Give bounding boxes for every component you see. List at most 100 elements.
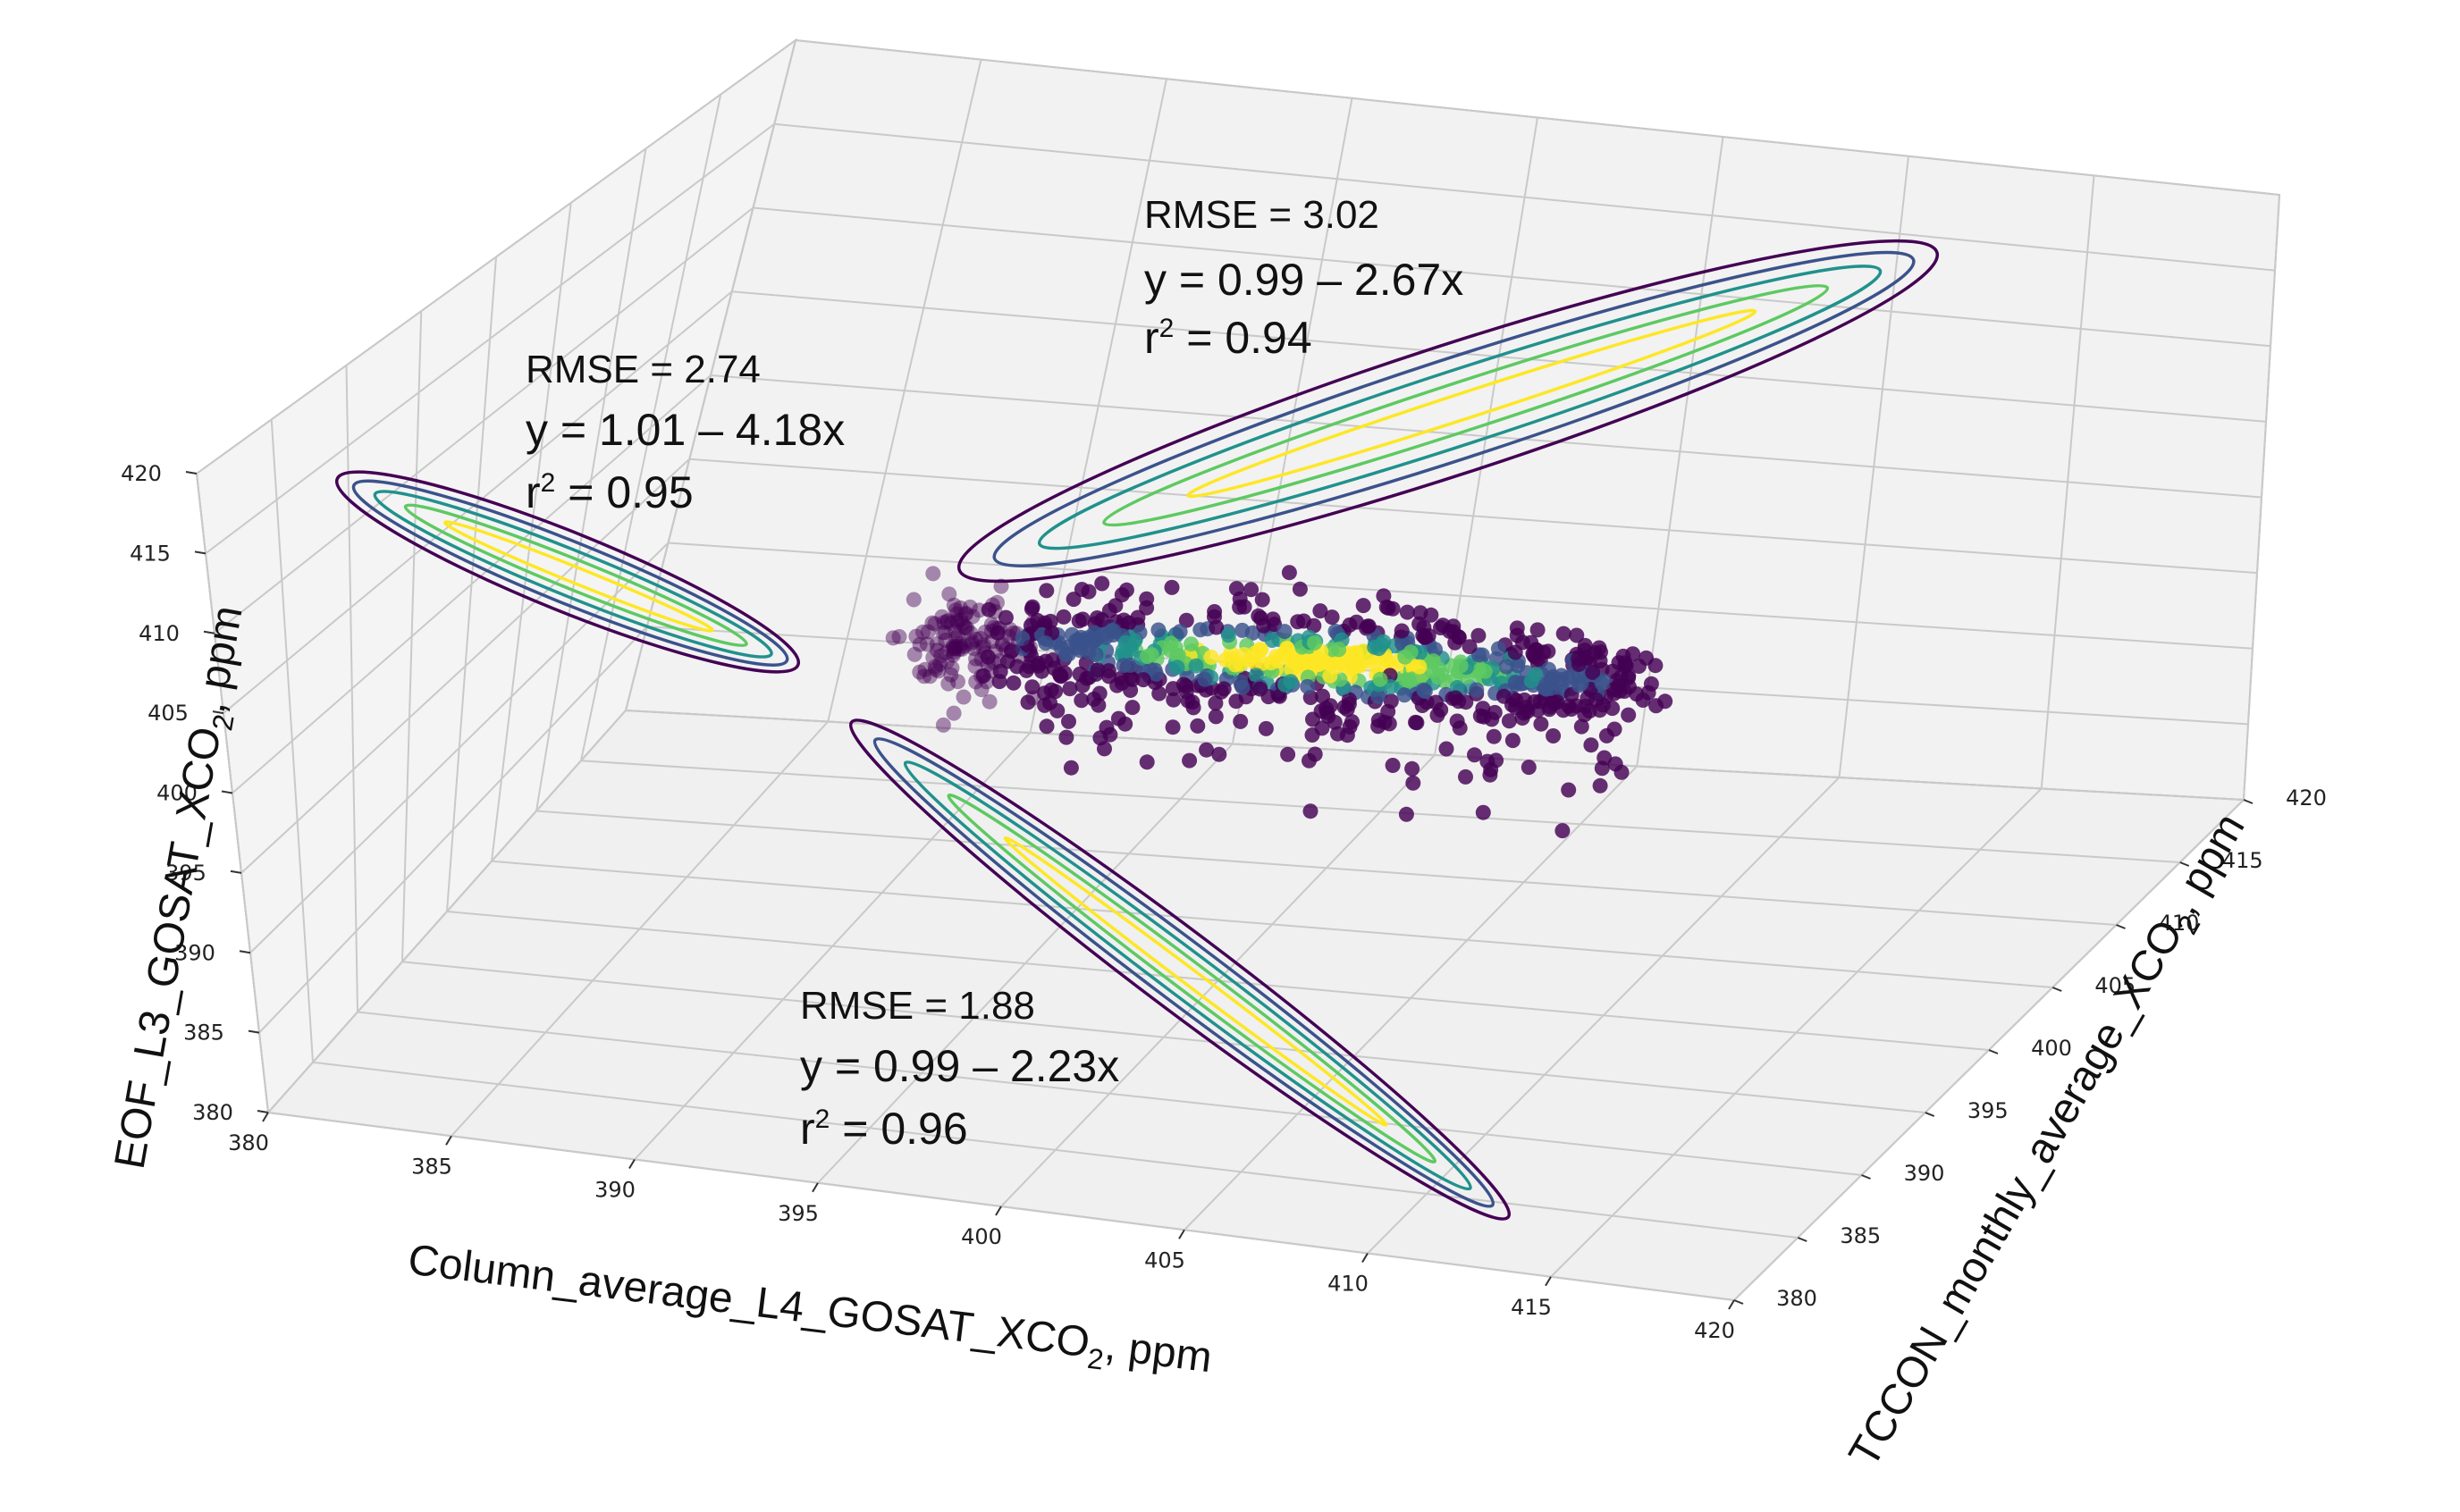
z-tick-mark: [194, 550, 206, 555]
scatter-point: [980, 649, 996, 665]
scatter-point: [1339, 727, 1355, 743]
gridline-z-left: [267, 710, 627, 1113]
floor-pane: [265, 709, 2246, 1302]
scatter-point: [959, 620, 975, 636]
scatter-point: [916, 668, 932, 685]
scatter-point: [1404, 760, 1420, 777]
scatter-point: [1331, 642, 1347, 658]
x-axis-label-unit: , ppm: [1102, 1322, 1215, 1382]
scatter-point: [1066, 592, 1082, 608]
scatter-point: [920, 624, 936, 640]
y-tick-mark: [2116, 924, 2126, 929]
scatter-point: [1324, 609, 1340, 626]
scatter-point: [1140, 649, 1155, 664]
z-tick-mark: [239, 950, 251, 954]
x-tick-label: 385: [411, 1154, 452, 1179]
x-tick-label: 420: [1694, 1318, 1735, 1343]
scatter-point: [977, 624, 993, 640]
gridline-y-floor: [357, 1011, 1862, 1176]
scatter-point: [949, 606, 965, 622]
scatter-point: [929, 636, 945, 652]
scatter-point: [1583, 737, 1599, 753]
scatter-point: [973, 682, 990, 698]
scatter-point: [1396, 687, 1412, 703]
annotation-r2-floor: r2 = 0.96: [800, 1104, 968, 1154]
scatter-point: [1024, 599, 1040, 615]
scatter-point: [1088, 632, 1104, 648]
gridline-y-floor: [491, 860, 2053, 988]
scatter-point: [963, 626, 979, 641]
scatter-point: [983, 617, 999, 633]
scatter-point: [1453, 658, 1469, 674]
scatter-point: [1418, 629, 1434, 645]
x-axis-label: Column_average_L4_GOSAT_XCO2, ppm: [405, 1236, 1215, 1389]
z-tick-mark: [221, 790, 233, 794]
scatter-point: [1125, 700, 1141, 716]
scatter-point: [1374, 636, 1390, 652]
scatter-point: [1307, 746, 1323, 762]
scatter-point: [975, 668, 991, 684]
scatter-point: [956, 638, 973, 654]
scatter-point: [1351, 658, 1366, 674]
contour-floor-level-4: [947, 793, 1437, 1164]
scatter-point: [935, 717, 951, 733]
scatter-point: [1458, 769, 1473, 785]
scatter-points: [885, 565, 1673, 839]
scatter-point: [998, 642, 1014, 658]
scatter-point: [998, 609, 1014, 626]
scatter-point: [912, 664, 928, 680]
scatter-point: [957, 620, 973, 636]
scatter-point: [948, 630, 964, 646]
scatter-point: [1086, 691, 1102, 707]
scatter-point: [938, 633, 954, 648]
scatter-point: [1302, 803, 1318, 819]
scatter-point: [1023, 639, 1038, 655]
x-tick-label: 415: [1511, 1295, 1552, 1320]
y-tick-label: 415: [2222, 848, 2263, 873]
annotation-rmse-floor: RMSE = 1.88: [800, 984, 1035, 1028]
scatter-point: [1625, 646, 1641, 662]
scatter-point: [994, 637, 1010, 653]
x-axis-label-text: Column_average_L4_GOSAT_XCO: [406, 1236, 1092, 1366]
scatter-point: [1188, 658, 1204, 674]
gridline-z-left: [196, 39, 796, 475]
scatter-point: [1190, 718, 1206, 734]
scatter-point: [1164, 579, 1180, 595]
scatter-point: [1020, 694, 1036, 710]
scatter-point: [922, 668, 938, 685]
scatter-point: [1150, 622, 1167, 638]
gridline-z-back: [689, 458, 2258, 575]
scatter-point: [1490, 641, 1506, 657]
scatter-point: [950, 628, 966, 644]
scatter-point: [973, 631, 989, 647]
scatter-point: [1248, 668, 1264, 684]
scatter-point: [1180, 693, 1196, 709]
scatter-point: [936, 615, 952, 631]
scatter-point: [944, 640, 960, 656]
scatter-point: [947, 641, 963, 657]
scatter-point: [946, 597, 962, 613]
scatter-point: [1253, 642, 1269, 658]
scatter-point: [946, 705, 962, 721]
scatter-point: [1292, 581, 1308, 597]
y-tick-label: 385: [1840, 1223, 1881, 1248]
scatter-point: [951, 641, 967, 657]
contour-left-wall-level-2: [351, 479, 789, 667]
scatter-point: [1184, 636, 1199, 652]
scatter-point: [1482, 767, 1498, 783]
scatter-point: [1486, 728, 1502, 744]
scatter-point: [908, 628, 924, 644]
scatter-point: [1381, 716, 1397, 732]
scatter-point: [1647, 658, 1664, 674]
scatter-point: [987, 603, 1003, 619]
scatter-point: [976, 637, 992, 653]
gridline-z-left: [223, 290, 733, 714]
scatter-point: [1594, 676, 1610, 692]
scatter-point: [1339, 701, 1355, 718]
scatter-point: [1051, 666, 1067, 682]
annotation-r2-back: r2 = 0.94: [1144, 313, 1312, 363]
contour-floor-level-3: [903, 760, 1472, 1191]
scatter-point: [943, 667, 959, 683]
scatter-point: [891, 629, 907, 644]
scatter-point: [1088, 646, 1104, 662]
